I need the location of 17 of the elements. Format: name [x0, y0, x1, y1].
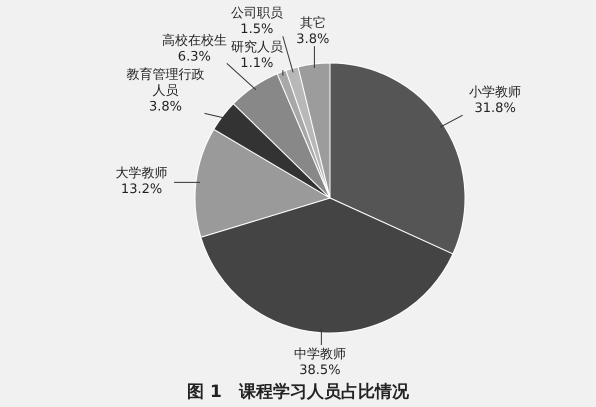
data-label: 6.3%: [178, 49, 211, 64]
slice-label: 中学教师: [294, 347, 346, 362]
data-label: 13.2%: [120, 182, 162, 197]
slice-label: 公司职员: [230, 6, 283, 22]
slice-label: 其它: [300, 15, 326, 32]
slice-label: 高校在校生: [162, 32, 227, 48]
data-label: 1.5%: [240, 22, 274, 38]
slice-label: 大学教师: [116, 166, 168, 181]
data-label: 3.8%: [149, 99, 182, 114]
data-label: 1.1%: [240, 56, 274, 72]
slice-label: 研究人员: [230, 40, 283, 56]
text: 图 1 课程学习人员占比情况: [187, 382, 410, 402]
data-label: 31.8%: [474, 101, 516, 116]
data-label: 3.8%: [296, 32, 330, 48]
data-label: 38.5%: [299, 363, 341, 378]
slice-label: 小学教师: [469, 85, 522, 100]
slice-label: 教育管理行政人员: [126, 66, 205, 98]
